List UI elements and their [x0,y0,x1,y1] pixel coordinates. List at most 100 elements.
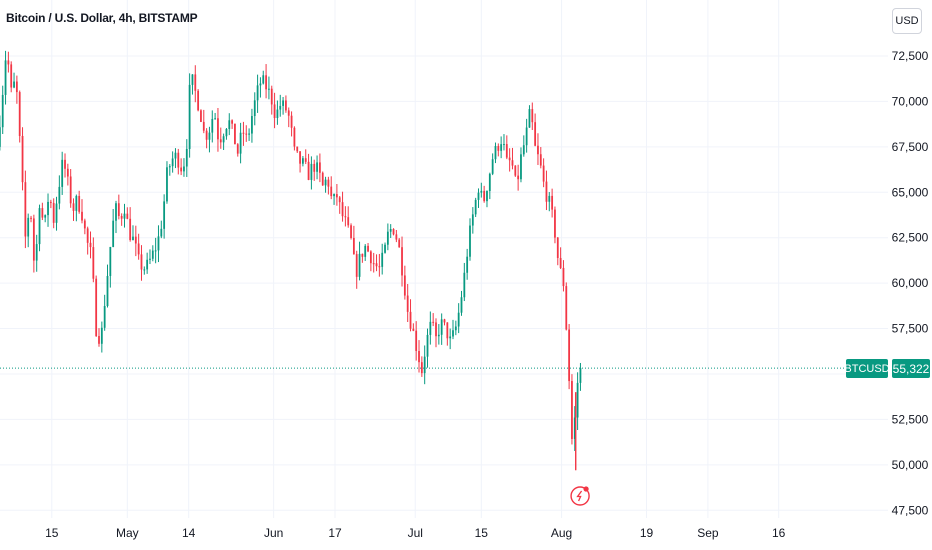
candle [35,234,38,272]
candle [528,105,531,128]
candle [151,245,154,262]
candle [149,249,151,265]
time-axis[interactable]: 15 May 14 Jun 17 Jul 15 Aug 19 Sep 16 [45,526,786,540]
candle [61,151,64,195]
candle [27,213,30,248]
candle [81,199,83,224]
candle [401,236,403,287]
candle [426,328,429,368]
candle [398,237,401,248]
candle [466,248,469,280]
candle [287,107,290,128]
currency-button[interactable]: USD [892,8,922,34]
candle [154,237,157,264]
candle [350,223,352,240]
candle [38,204,41,252]
candle [248,128,250,141]
y-tick-label: 50,000 [892,458,929,472]
candle [358,241,361,281]
candle [64,153,66,178]
candle [446,322,449,346]
candle [443,318,446,326]
candle [395,230,398,243]
candle [480,182,483,198]
candle [333,193,335,205]
candle [251,108,253,143]
candle [282,97,284,115]
lightning-icon[interactable] [570,486,590,506]
candle [13,72,15,89]
candle [559,247,562,270]
candle [514,165,517,177]
x-tick-label: 15 [475,526,489,540]
candle [41,202,44,221]
candle [21,127,24,191]
candle [548,191,551,212]
candle [44,214,47,223]
y-tick-label: 70,000 [892,94,929,108]
candle [511,147,514,170]
candle [279,94,282,117]
candle [537,133,539,165]
candle [355,250,358,289]
candle [168,164,171,176]
candle [228,113,231,136]
candle [191,74,194,95]
candle [58,175,61,210]
candle [160,220,163,239]
candle [49,199,52,209]
candle [194,65,197,103]
candle [500,136,503,159]
candle [367,242,369,253]
x-tick-label: 19 [640,526,654,540]
candle [327,176,330,195]
candle [361,253,364,263]
candle [200,109,202,123]
candle [197,89,200,112]
candle [134,225,137,257]
candle [420,356,423,377]
y-tick-label: 57,500 [892,322,929,336]
candle [505,135,508,160]
last-price-label: 55,322 [892,359,930,378]
x-tick-label: Jul [408,526,423,540]
candle [202,109,205,134]
candle [256,74,259,113]
candle [222,133,225,151]
candle [120,213,123,226]
candle [205,128,208,149]
candle [429,311,432,345]
candle [302,156,304,167]
candle [406,283,409,323]
candle [378,253,381,277]
candle [488,172,491,200]
candle [103,294,106,331]
candle [568,324,571,390]
candle [375,254,378,272]
chart-title: Bitcoin / U.S. Dollar, 4h, BITSTAMP [6,11,198,25]
candle [10,61,13,93]
candle [270,85,273,115]
candle [143,266,146,275]
candle [440,313,443,345]
candle [146,252,149,274]
candle [573,406,576,451]
candle [89,231,92,259]
candle [117,194,120,220]
candle [454,320,457,336]
candle [166,161,168,204]
y-tick-label: 47,500 [892,503,929,517]
candle [486,190,488,208]
candle [347,206,350,228]
candle [415,321,418,361]
candle [1,85,4,135]
candle [253,92,256,126]
candle [98,328,100,347]
candle [217,107,219,152]
candle [534,113,537,147]
candle [69,169,72,208]
price-axis[interactable]: 72,500 70,000 67,500 65,000 62,500 60,000 57,5… [892,49,929,517]
x-tick-label: 16 [772,526,786,540]
candle [423,345,426,385]
